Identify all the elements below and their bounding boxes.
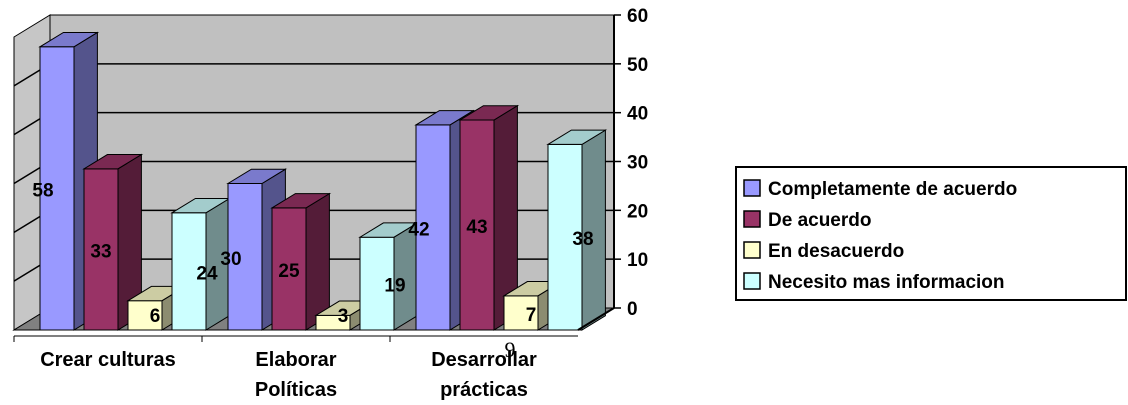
bar-top [414, 110, 476, 126]
bar-top [458, 105, 520, 121]
data-label: 42 [408, 219, 429, 240]
bar-front [503, 295, 539, 331]
data-label: 43 [466, 217, 487, 238]
bar-top [270, 193, 332, 209]
category-label: Elaborar [255, 349, 336, 371]
bar-necesito-mas-informacion-1 [170, 197, 232, 331]
legend-swatch [743, 179, 761, 197]
y-tick-label: 50 [627, 55, 648, 76]
y-tick-label: 0 [627, 299, 638, 320]
data-label: 24 [196, 263, 218, 284]
data-label: 30 [220, 249, 241, 270]
data-label: 3 [338, 306, 349, 327]
data-label: 7 [526, 305, 537, 326]
y-tick-label: 40 [627, 104, 648, 125]
bar-top [82, 154, 144, 170]
y-tick-label: 30 [627, 153, 648, 174]
category-label: Desarrollar [431, 349, 537, 371]
y-tick-label: 60 [627, 6, 648, 27]
y-tick-label: 20 [627, 201, 648, 222]
category-label: prácticas [440, 379, 528, 401]
bar-top [38, 31, 100, 48]
data-label: 19 [384, 276, 405, 297]
legend-item-en-desacuerdo: En desacuerdo [743, 241, 904, 262]
bar-necesito-mas-informacion-3 [546, 129, 608, 331]
legend-swatch [743, 272, 761, 290]
legend-label: En desacuerdo [768, 241, 904, 262]
data-label: 25 [278, 261, 300, 282]
bar-front [127, 300, 163, 331]
floor-edge [577, 307, 615, 331]
bar-front [415, 124, 451, 331]
value-axis: 0 10 20 30 40 50 60 [577, 6, 648, 331]
bar-top [546, 129, 608, 145]
data-label: 38 [572, 229, 593, 250]
bar-front [171, 212, 207, 331]
legend-swatch [743, 210, 761, 228]
legend-box [735, 166, 1127, 301]
bar-front [271, 207, 307, 331]
legend: Completamente de acuerdo De acuerdo En des… [735, 166, 1127, 301]
data-label: 33 [90, 241, 111, 262]
category-label: Políticas [255, 379, 337, 401]
category-label: Crear culturas [40, 349, 176, 371]
data-label: 58 [32, 180, 53, 201]
stray-text: 9 [505, 337, 516, 362]
bar-front [83, 168, 119, 331]
legend-swatch [743, 241, 761, 259]
legend-item-completamente-de-acuerdo: Completamente de acuerdo [743, 179, 1017, 200]
category-axis: Crear culturas Elaborar Políticas Desarroll… [13, 335, 578, 401]
bar-de-acuerdo-3 [458, 104, 520, 331]
legend-item-necesito-mas-informacion: Necesito mas informacion [743, 272, 1005, 293]
legend-label: Necesito mas informacion [768, 272, 1005, 293]
data-label: 6 [150, 306, 161, 327]
bar-front [359, 236, 395, 331]
bar-top [226, 168, 288, 184]
bar-de-acuerdo-1 [82, 153, 144, 331]
y-tick-label: 10 [627, 250, 648, 271]
legend-item-de-acuerdo: De acuerdo [743, 210, 871, 231]
legend-label: Completamente de acuerdo [768, 179, 1017, 200]
bar-front [39, 46, 75, 331]
bar-de-acuerdo-2 [270, 192, 332, 331]
legend-label: De acuerdo [768, 210, 871, 231]
